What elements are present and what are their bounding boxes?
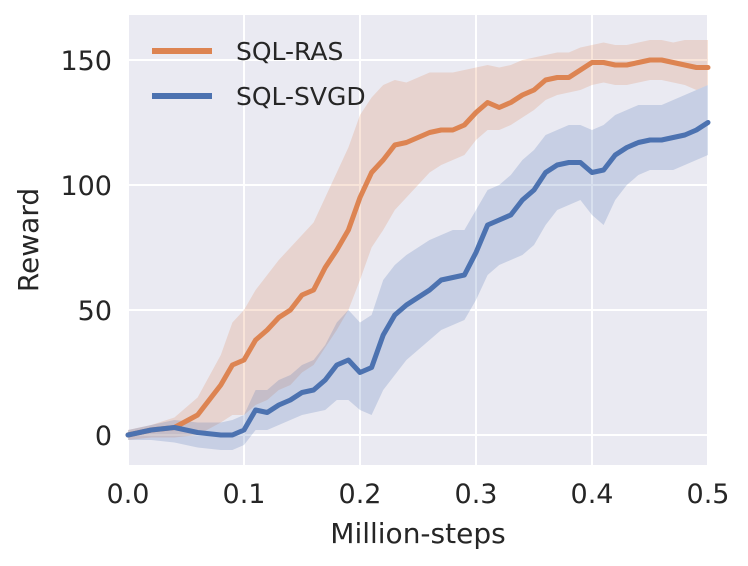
- grid-lines: [127, 15, 709, 465]
- plot-background: [128, 15, 708, 465]
- y-axis-label: Reward: [12, 188, 45, 292]
- x-tick-label: 0.4: [571, 479, 614, 510]
- x-tick-label: 0.5: [687, 479, 730, 510]
- series-line-sql-svgd: [125, 120, 711, 438]
- confidence-bands: [128, 40, 708, 450]
- y-tick-label: 0: [95, 421, 112, 452]
- band-sql-svgd: [128, 85, 708, 450]
- y-tick-label: 100: [60, 171, 112, 202]
- series-line-sql-ras: [125, 57, 711, 438]
- legend: SQL-RAS SQL-SVGD: [152, 37, 366, 111]
- x-tick-label: 0.2: [339, 479, 382, 510]
- y-tick-label: 50: [78, 296, 112, 327]
- legend-label-sql-ras: SQL-RAS: [236, 37, 343, 66]
- tick-labels: 0.0 0.1 0.2 0.3 0.4 0.5 0 50 100 150: [60, 46, 729, 510]
- x-axis-label: Million-steps: [330, 517, 505, 550]
- band-sql-ras: [128, 40, 708, 440]
- x-tick-label: 0.0: [107, 479, 150, 510]
- x-tick-label: 0.3: [455, 479, 498, 510]
- series-lines: [125, 57, 711, 438]
- x-tick-label: 0.1: [223, 479, 266, 510]
- legend-label-sql-svgd: SQL-SVGD: [236, 82, 366, 111]
- y-tick-label: 150: [60, 46, 112, 77]
